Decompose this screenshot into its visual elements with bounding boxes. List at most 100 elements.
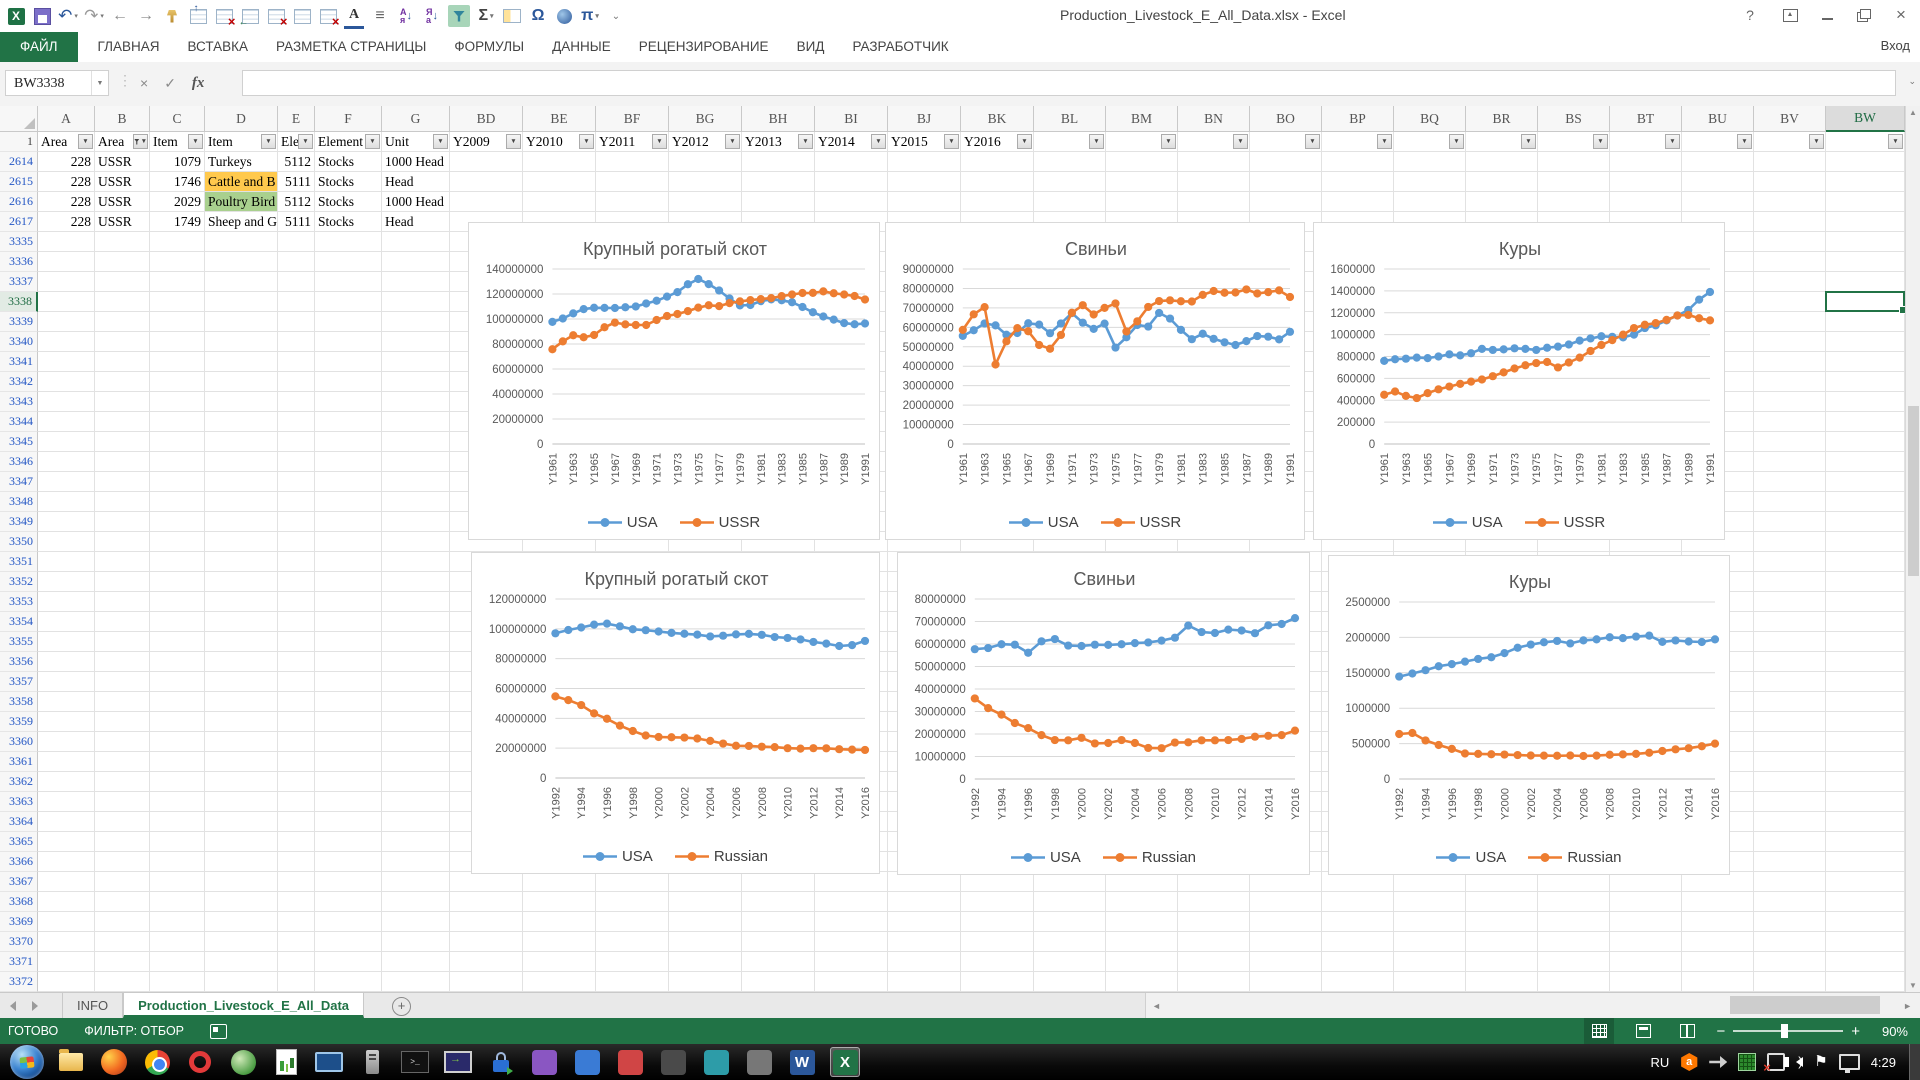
grid-cell[interactable]: [1106, 932, 1178, 952]
grid-cell[interactable]: [38, 432, 95, 452]
grid-cell[interactable]: [1826, 332, 1905, 352]
grid-cell[interactable]: [1034, 932, 1106, 952]
grid-cell[interactable]: [888, 932, 961, 952]
grid-cell[interactable]: [1826, 892, 1905, 912]
grid-cell[interactable]: [278, 572, 315, 592]
view-normal-button[interactable]: [1584, 1018, 1615, 1044]
grid-cell[interactable]: [315, 932, 382, 952]
column-header-BM[interactable]: BM: [1106, 106, 1178, 132]
column-header-BG[interactable]: BG: [669, 106, 742, 132]
grid-cell[interactable]: [382, 272, 450, 292]
grid-cell[interactable]: [596, 972, 669, 992]
grid-cell[interactable]: [523, 872, 596, 892]
grid-cell[interactable]: [1394, 972, 1466, 992]
grid-cell[interactable]: [1826, 612, 1905, 632]
show-desktop-button[interactable]: [1909, 1044, 1920, 1080]
grid-cell[interactable]: [1322, 152, 1394, 172]
filter-header-cell-BT[interactable]: ▼: [1610, 132, 1682, 152]
grid-cell[interactable]: [382, 432, 450, 452]
grid-cell[interactable]: [1754, 392, 1826, 412]
row-header-3349[interactable]: 3349: [0, 512, 38, 532]
grid-cell[interactable]: [669, 872, 742, 892]
grid-cell[interactable]: [150, 692, 205, 712]
filter-dropdown-icon[interactable]: ▼: [298, 134, 313, 149]
grid-cell[interactable]: [1034, 192, 1106, 212]
grid-cell[interactable]: [1322, 872, 1394, 892]
grid-cell[interactable]: [150, 312, 205, 332]
excel-icon[interactable]: X: [830, 1047, 860, 1077]
sheet-next-icon[interactable]: [32, 1001, 38, 1011]
grid-cell[interactable]: [315, 412, 382, 432]
grid-cell[interactable]: [278, 512, 315, 532]
grid-cell[interactable]: [95, 612, 150, 632]
grid-cell[interactable]: [961, 152, 1034, 172]
grid-cell[interactable]: [150, 952, 205, 972]
filter-header-cell-BU[interactable]: ▼: [1682, 132, 1754, 152]
help-icon[interactable]: ?: [1746, 7, 1754, 23]
grid-cell[interactable]: [815, 152, 888, 172]
row-header-1[interactable]: 1: [0, 132, 38, 152]
grid-cell[interactable]: [669, 192, 742, 212]
column-header-BV[interactable]: BV: [1754, 106, 1826, 132]
grid-cell[interactable]: [1754, 732, 1826, 752]
grid-cell[interactable]: [278, 372, 315, 392]
grid-cell[interactable]: [1826, 392, 1905, 412]
grid-cell[interactable]: [150, 932, 205, 952]
grid-cell[interactable]: [382, 692, 450, 712]
zoom-slider[interactable]: [1733, 1024, 1844, 1038]
grid-cell[interactable]: [1754, 472, 1826, 492]
filter-header-cell-BH[interactable]: Y2013 ▼: [742, 132, 815, 152]
filter-header-cell-BL[interactable]: ▼: [1034, 132, 1106, 152]
grid-cell[interactable]: [1754, 952, 1826, 972]
grid-cell[interactable]: [150, 652, 205, 672]
grid-cell[interactable]: [1538, 192, 1610, 212]
app-icon-6[interactable]: [744, 1047, 774, 1077]
selected-cell-outline[interactable]: [1825, 291, 1907, 314]
grid-cell[interactable]: [1610, 152, 1682, 172]
grid-cell[interactable]: [95, 572, 150, 592]
grid-cell[interactable]: [1538, 152, 1610, 172]
grid-cell[interactable]: [1538, 892, 1610, 912]
restore-icon[interactable]: [1857, 8, 1871, 22]
app-icon-2[interactable]: [572, 1047, 602, 1077]
grid-cell[interactable]: [278, 412, 315, 432]
grid-cell[interactable]: [961, 932, 1034, 952]
grid-cell[interactable]: [1682, 952, 1754, 972]
grid-cell[interactable]: [205, 652, 278, 672]
grid-cell[interactable]: [205, 512, 278, 532]
grid-cell[interactable]: [38, 852, 95, 872]
grid-cell[interactable]: [382, 352, 450, 372]
grid-cell[interactable]: [1466, 152, 1538, 172]
horizontal-scroll-thumb[interactable]: [1730, 996, 1880, 1014]
grid-cell[interactable]: [150, 792, 205, 812]
grid-cell[interactable]: [1826, 952, 1905, 972]
delete-sheet-columns-icon[interactable]: [318, 5, 339, 29]
grid-cell[interactable]: [95, 552, 150, 572]
column-header-BK[interactable]: BK: [961, 106, 1034, 132]
grid-cell[interactable]: [1754, 812, 1826, 832]
grid-cell[interactable]: [1754, 272, 1826, 292]
row-header-3368[interactable]: 3368: [0, 892, 38, 912]
grid-cell[interactable]: [95, 232, 150, 252]
grid-cell[interactable]: [315, 592, 382, 612]
grid-cell[interactable]: [278, 472, 315, 492]
grid-cell[interactable]: [205, 772, 278, 792]
grid-cell[interactable]: [961, 972, 1034, 992]
filter-dropdown-icon[interactable]: ▼: [579, 134, 594, 149]
grid-cell[interactable]: [150, 452, 205, 472]
grid-cell[interactable]: [1250, 532, 1322, 552]
row-header-3346[interactable]: 3346: [0, 452, 38, 472]
grid-cell[interactable]: [450, 152, 523, 172]
grid-cell[interactable]: [1826, 192, 1905, 212]
grid-cell[interactable]: [95, 972, 150, 992]
filter-dropdown-icon[interactable]: ▼: [1449, 134, 1464, 149]
grid-cell[interactable]: [205, 632, 278, 652]
grid-cell[interactable]: [205, 912, 278, 932]
grid-cell[interactable]: [95, 432, 150, 452]
column-header-BQ[interactable]: BQ: [1394, 106, 1466, 132]
grid-cell[interactable]: [1106, 892, 1178, 912]
grid-cell[interactable]: [450, 872, 523, 892]
word-icon[interactable]: W: [787, 1047, 817, 1077]
grid-cell[interactable]: [205, 232, 278, 252]
grid-cell[interactable]: [961, 192, 1034, 212]
